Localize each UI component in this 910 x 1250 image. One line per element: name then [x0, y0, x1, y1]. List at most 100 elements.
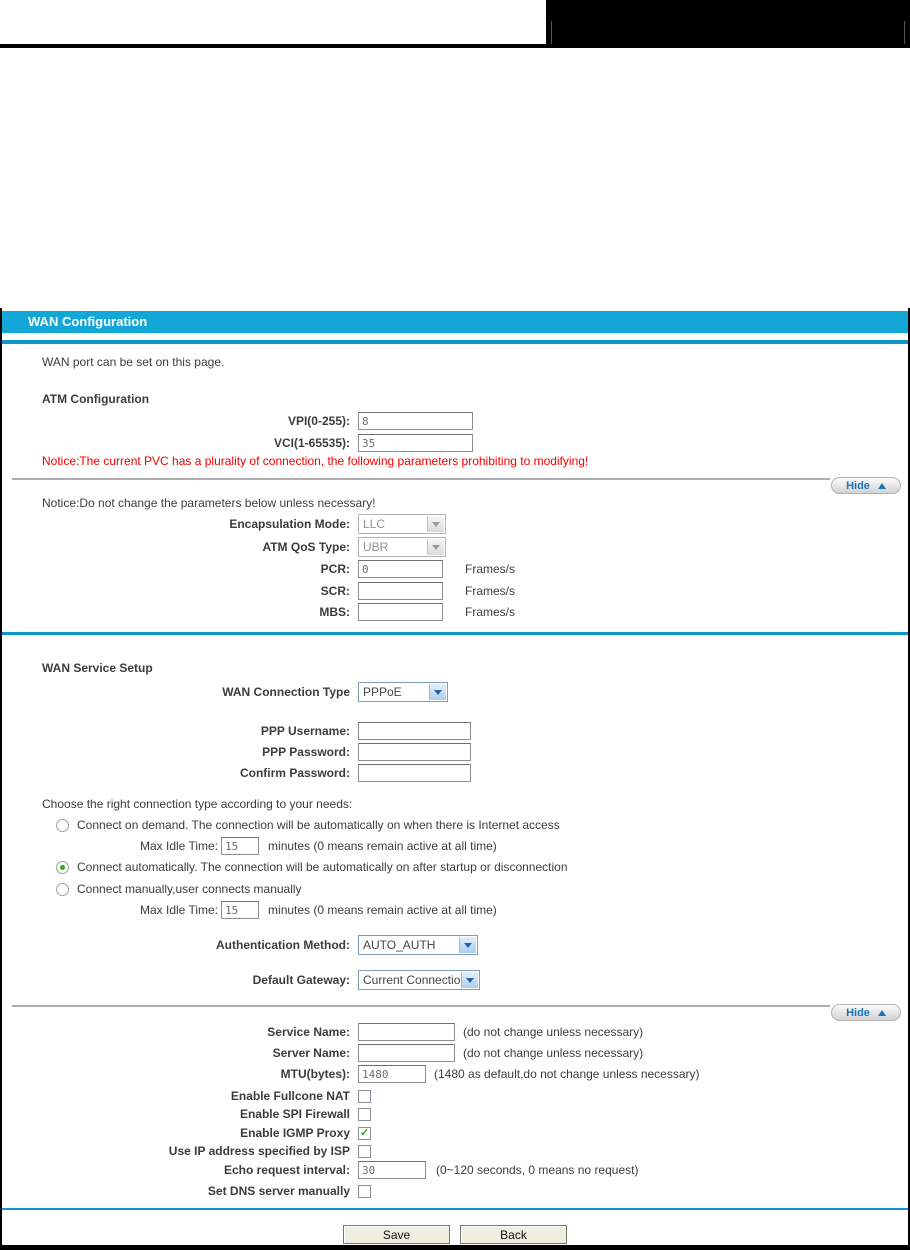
echo-interval-row: Echo request interval: (0~120 seconds, 0… [2, 1161, 908, 1179]
max-idle-label: Max Idle Time: [140, 903, 219, 917]
connect-manually-row: Connect manually,user connects manually [56, 882, 302, 896]
scr-row: SCR: Frames/s [2, 582, 908, 600]
echo-interval-input[interactable] [358, 1161, 426, 1179]
ppp-username-input[interactable] [358, 722, 471, 740]
encapsulation-value: LLC [363, 517, 386, 531]
vpi-label: VPI(0-255): [287, 414, 350, 428]
pcr-unit: Frames/s [465, 562, 516, 576]
back-button[interactable]: Back [460, 1225, 567, 1244]
encapsulation-label: Encapsulation Mode: [229, 517, 350, 531]
mbs-label: MBS: [319, 605, 350, 619]
igmp-proxy-label: Enable IGMP Proxy [240, 1126, 350, 1140]
max-idle-demand-input[interactable] [221, 837, 260, 855]
connection-type-row: WAN Connection Type PPPoE [2, 682, 908, 702]
server-name-label: Server Name: [272, 1046, 350, 1060]
mtu-row: MTU(bytes): (1480 as default,do not chan… [2, 1065, 908, 1083]
choose-connection-text: Choose the right connection type accordi… [42, 797, 353, 811]
connect-automatically-row: Connect automatically. The connection wi… [56, 860, 568, 874]
page-title: WAN Configuration [2, 311, 908, 333]
default-gateway-select[interactable]: Current Connection [358, 970, 480, 990]
server-name-input[interactable] [358, 1044, 455, 1062]
default-gateway-value: Current Connection [363, 973, 468, 987]
chevron-down-icon [427, 539, 444, 555]
vpi-input[interactable] [358, 412, 473, 430]
wan-service-title: WAN Service Setup [42, 661, 153, 675]
max-idle-label: Max Idle Time: [140, 839, 219, 853]
connect-on-demand-radio[interactable] [56, 818, 69, 832]
service-name-note: (do not change unless necessary) [463, 1025, 644, 1039]
max-idle-demand-row: Max Idle Time: minutes (0 means remain a… [140, 837, 497, 855]
default-gateway-label: Default Gateway: [252, 973, 350, 987]
dns-manual-checkbox[interactable] [358, 1184, 371, 1198]
mtu-input[interactable] [358, 1065, 426, 1083]
ppp-username-label: PPP Username: [260, 724, 350, 738]
params-notice: Notice:Do not change the parameters belo… [42, 496, 376, 510]
chevron-down-icon [461, 972, 478, 988]
vpi-row: VPI(0-255): [2, 412, 908, 430]
scr-label: SCR: [320, 584, 350, 598]
ppp-password-input[interactable] [358, 743, 471, 761]
max-idle-manual-input[interactable] [221, 901, 260, 919]
auth-method-select[interactable]: AUTO_AUTH [358, 935, 478, 955]
mtu-label: MTU(bytes): [280, 1067, 350, 1081]
confirm-password-row: Confirm Password: [2, 764, 908, 782]
hide-button-label: Hide [846, 1006, 870, 1019]
isp-ip-checkbox[interactable] [358, 1144, 371, 1158]
pvc-notice: Notice:The current PVC has a plurality o… [42, 454, 589, 468]
chevron-down-icon [459, 937, 476, 953]
connect-automatically-label: Connect automatically. The connection wi… [77, 860, 568, 874]
collapse-divider [12, 1005, 830, 1007]
document-header-block [546, 0, 910, 45]
scr-input[interactable] [358, 582, 443, 600]
service-name-input[interactable] [358, 1023, 455, 1041]
connection-type-value: PPPoE [363, 685, 402, 699]
ppp-username-row: PPP Username: [2, 722, 908, 740]
save-button[interactable]: Save [343, 1225, 450, 1244]
wan-configuration-panel: WAN Configuration WAN port can be set on… [0, 308, 910, 1245]
auth-method-value: AUTO_AUTH [363, 938, 436, 952]
max-idle-manual-row: Max Idle Time: minutes (0 means remain a… [140, 901, 497, 919]
auth-method-label: Authentication Method: [216, 938, 350, 952]
chevron-down-icon [427, 516, 444, 532]
header-table-divider [551, 21, 552, 45]
spi-firewall-checkbox[interactable] [358, 1107, 371, 1121]
igmp-proxy-checkbox[interactable] [358, 1126, 371, 1140]
isp-ip-label: Use IP address specified by ISP [168, 1144, 350, 1158]
arrow-up-icon [877, 482, 886, 489]
intro-text: WAN port can be set on this page. [42, 355, 225, 369]
hide-atm-params-button[interactable]: Hide [831, 477, 901, 494]
max-idle-note: minutes (0 means remain active at all ti… [268, 839, 497, 853]
spi-firewall-label: Enable SPI Firewall [239, 1107, 350, 1121]
document-header-rule [0, 44, 910, 48]
atm-section-title: ATM Configuration [42, 392, 150, 406]
fullcone-nat-label: Enable Fullcone NAT [230, 1089, 350, 1103]
header-table-divider [904, 21, 905, 45]
service-name-row: Service Name: (do not change unless nece… [2, 1023, 908, 1041]
connect-automatically-radio[interactable] [56, 860, 69, 874]
server-name-note: (do not change unless necessary) [463, 1046, 644, 1060]
hide-pppoe-params-button[interactable]: Hide [831, 1004, 901, 1021]
collapse-divider [12, 478, 830, 480]
encapsulation-select[interactable]: LLC [358, 514, 446, 534]
pcr-label: PCR: [320, 562, 350, 576]
mbs-input[interactable] [358, 603, 443, 621]
connection-type-select[interactable]: PPPoE [358, 682, 448, 702]
qos-select[interactable]: UBR [358, 537, 446, 557]
dns-manual-label: Set DNS server manually [207, 1184, 350, 1198]
vci-input[interactable] [358, 434, 473, 452]
connect-manually-radio[interactable] [56, 882, 69, 896]
pcr-input[interactable] [358, 560, 443, 578]
hide-button-label: Hide [846, 479, 870, 492]
mbs-unit: Frames/s [465, 605, 516, 619]
max-idle-note: minutes (0 means remain active at all ti… [268, 903, 497, 917]
confirm-password-input[interactable] [358, 764, 471, 782]
chevron-down-icon [429, 684, 446, 700]
ppp-password-label: PPP Password: [262, 745, 350, 759]
service-name-label: Service Name: [267, 1025, 350, 1039]
fullcone-nat-checkbox[interactable] [358, 1089, 371, 1103]
section-divider-line [2, 340, 908, 344]
connect-on-demand-label: Connect on demand. The connection will b… [77, 818, 560, 832]
qos-value: UBR [363, 540, 389, 554]
vci-label: VCI(1-65535): [273, 436, 350, 450]
footer-buttons: Save Back [2, 1225, 908, 1244]
